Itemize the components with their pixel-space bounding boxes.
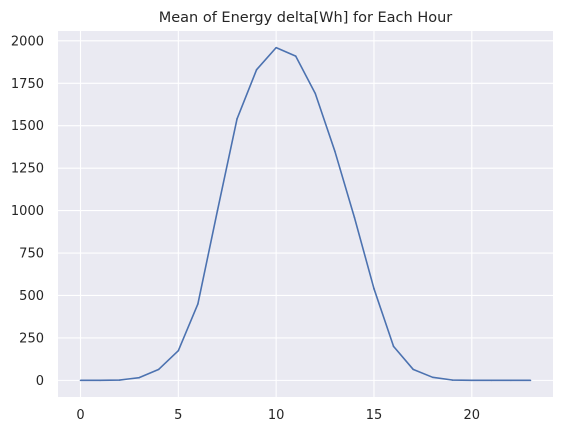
- grid: [58, 31, 553, 397]
- y-tick-label: 1000: [11, 204, 44, 219]
- data-point: [275, 46, 277, 49]
- data-point: [255, 68, 258, 71]
- data-point: [294, 55, 297, 57]
- y-tick-label: 2000: [11, 34, 44, 49]
- data-point: [373, 287, 375, 290]
- series-line: [80, 46, 531, 382]
- y-tick-label: 1250: [11, 162, 44, 177]
- x-tick-label: 0: [76, 408, 84, 423]
- data-point: [197, 303, 199, 305]
- tick-labels: 0 5 10 15 20 0 250 500 750 1000 1250 1500 1750 2000: [11, 34, 480, 423]
- x-tick-label: 10: [268, 408, 285, 423]
- y-tick-label: 750: [19, 247, 44, 262]
- data-point: [471, 379, 473, 382]
- data-point: [431, 376, 434, 379]
- x-tick-label: 20: [464, 408, 481, 423]
- data-point: [353, 216, 356, 219]
- data-point: [79, 379, 82, 382]
- data-point: [451, 379, 454, 381]
- y-tick-label: 0: [36, 374, 44, 389]
- x-tick-label: 15: [366, 408, 383, 423]
- data-point: [99, 379, 101, 382]
- data-point: [157, 368, 160, 371]
- chart-title: Mean of Energy delta[Wh] for Each Hour: [159, 10, 453, 26]
- data-point: [236, 118, 238, 120]
- data-point: [490, 379, 493, 382]
- data-point: [118, 379, 121, 381]
- data-point: [314, 92, 317, 95]
- data-point: [510, 379, 512, 382]
- data-point: [529, 379, 532, 382]
- y-tick-label: 1500: [11, 119, 44, 134]
- x-tick-label: 5: [174, 408, 182, 423]
- y-tick-label: 250: [19, 331, 44, 346]
- plot-background: [58, 31, 553, 397]
- data-point: [412, 368, 414, 371]
- data-point: [334, 150, 336, 152]
- y-tick-label: 1750: [11, 77, 44, 92]
- y-tick-label: 500: [19, 289, 44, 304]
- data-point: [392, 345, 395, 348]
- data-point: [216, 209, 219, 212]
- data-point: [138, 376, 140, 379]
- data-point: [177, 349, 180, 352]
- series-layer: [79, 46, 532, 382]
